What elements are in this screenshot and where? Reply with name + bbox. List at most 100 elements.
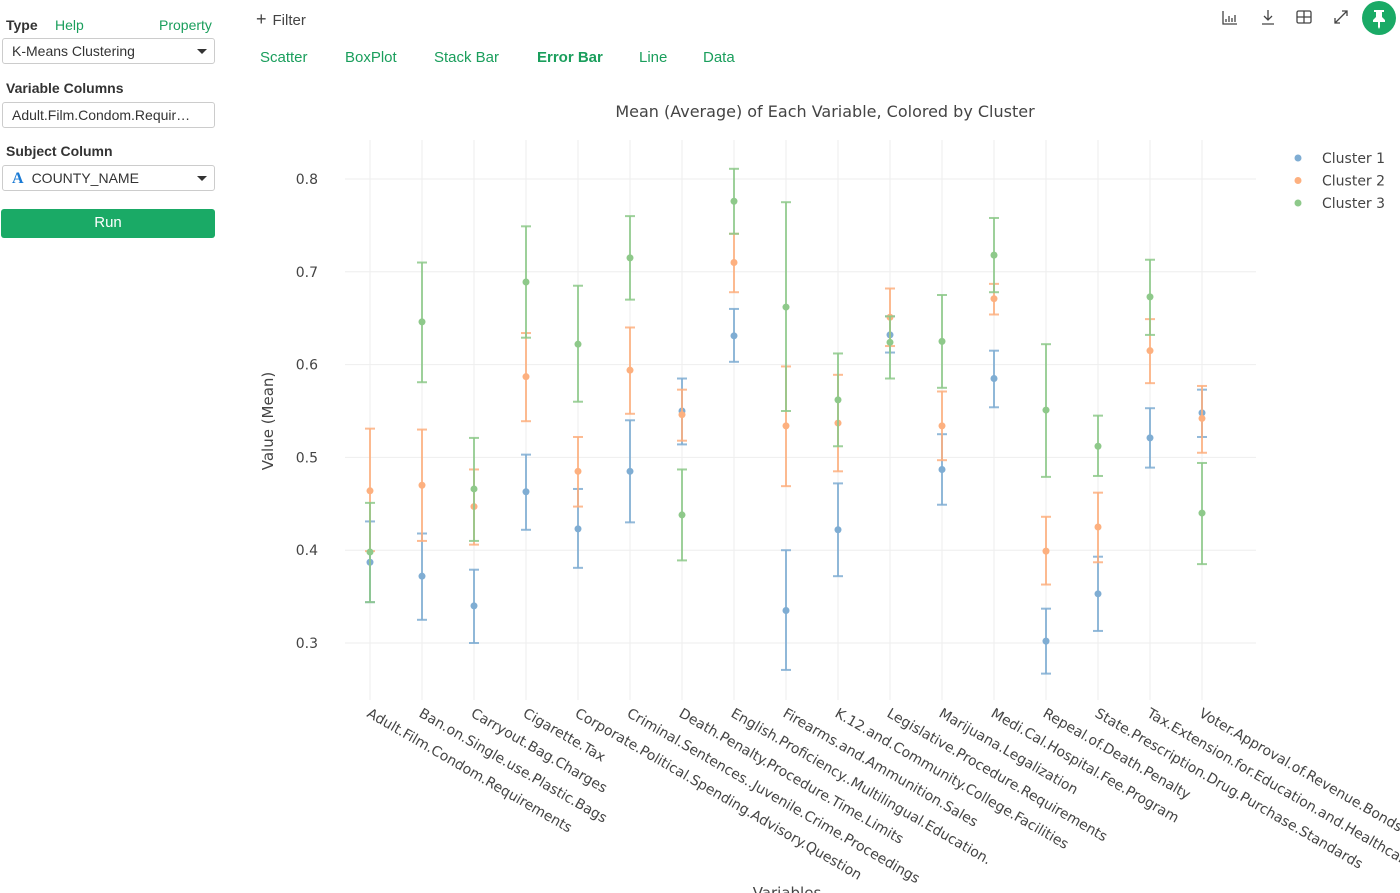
legend-label: Cluster 3 (1322, 196, 1385, 212)
variable-columns-label: Variable Columns (6, 80, 124, 96)
mean-point (574, 340, 582, 348)
type-label: Type (6, 17, 38, 33)
x-tick-label: Carryout.Bag.Charges (468, 706, 610, 797)
x-tick-label: Adult.Film.Condom.Requirements (364, 706, 575, 837)
subject-column-value: COUNTY_NAME (31, 170, 139, 186)
download-icon[interactable] (1257, 8, 1279, 30)
tab-scatter[interactable]: Scatter (260, 49, 308, 66)
legend-marker (1294, 199, 1302, 207)
mean-point (730, 197, 738, 205)
mean-point (1198, 509, 1206, 517)
variable-columns-value: Adult.Film.Condom.Requir… (12, 107, 191, 123)
x-tick-label: Repeal.of.Death.Penalty (1040, 706, 1193, 804)
mean-point (522, 488, 530, 496)
mean-point (730, 259, 738, 267)
x-tick-label: Medi.Cal.Hospital.Fee.Program (988, 706, 1182, 827)
x-tick-label: Death.Penalty.Procedure.Time.Limits (676, 706, 906, 848)
x-tick-label: Firearms.and.Ammunition.Sales (780, 706, 980, 831)
type-value: K-Means Clustering (12, 43, 135, 59)
y-tick-label: 0.8 (296, 172, 318, 188)
mean-point (1146, 434, 1154, 442)
mean-point (626, 467, 634, 475)
mean-point (418, 481, 426, 489)
legend-label: Cluster 1 (1322, 151, 1385, 167)
mean-point (522, 278, 530, 286)
pin-button[interactable] (1362, 1, 1396, 35)
subject-column-label: Subject Column (6, 143, 113, 159)
mean-point (470, 503, 478, 511)
mean-point (834, 419, 842, 427)
mean-point (626, 254, 634, 262)
filter-button[interactable]: + Filter (256, 9, 306, 30)
mean-point (1094, 523, 1102, 531)
mean-point (418, 572, 426, 580)
mean-point (886, 338, 894, 346)
y-tick-label: 0.7 (296, 265, 318, 281)
x-axis-title: Variables (753, 884, 822, 893)
property-link[interactable]: Property (159, 17, 212, 33)
y-tick-label: 0.4 (296, 543, 318, 559)
mean-point (938, 465, 946, 473)
x-tick-label: Marijuana.Legalization (936, 706, 1081, 799)
mean-point (938, 337, 946, 345)
tab-stack-bar[interactable]: Stack Bar (434, 49, 500, 66)
mean-point (366, 487, 374, 495)
legend-marker (1294, 177, 1302, 184)
mean-point (678, 511, 686, 519)
legend-label: Cluster 2 (1322, 174, 1385, 190)
mean-point (1042, 406, 1050, 414)
bar-chart-icon[interactable] (1219, 8, 1241, 30)
mean-point (782, 607, 790, 615)
tab-boxplot[interactable]: BoxPlot (345, 49, 397, 66)
tab-line[interactable]: Line (639, 49, 668, 66)
chart-title: Mean (Average) of Each Variable, Colored… (615, 102, 1035, 121)
x-tick-label: Corporate.Political.Spending.Advisory.Qu… (572, 706, 864, 884)
mean-point (470, 485, 478, 493)
mean-point (1198, 409, 1206, 417)
variable-columns-input[interactable]: Adult.Film.Condom.Requir… (2, 102, 215, 128)
run-button[interactable]: Run (1, 209, 215, 238)
mean-point (366, 558, 374, 566)
mean-point (1198, 414, 1206, 422)
filter-label: Filter (272, 12, 306, 29)
mean-point (1146, 347, 1154, 355)
mean-point (990, 375, 998, 383)
mean-point (1042, 637, 1050, 645)
y-tick-label: 0.3 (296, 636, 318, 652)
mean-point (886, 331, 894, 339)
chevron-down-icon (197, 176, 207, 181)
mean-point (782, 303, 790, 311)
expand-icon[interactable] (1330, 8, 1352, 30)
tab-error-bar[interactable]: Error Bar (537, 49, 603, 66)
mean-point (730, 332, 738, 340)
x-tick-label: Criminal.Sentences..Juvenile.Crime.Proce… (624, 706, 922, 888)
mean-point (886, 313, 894, 321)
table-icon[interactable] (1293, 8, 1315, 30)
y-axis-title: Value (Mean) (259, 372, 277, 471)
tab-data[interactable]: Data (703, 49, 735, 66)
mean-point (678, 407, 686, 415)
mean-point (990, 251, 998, 259)
mean-point (366, 548, 374, 556)
type-select[interactable]: K-Means Clustering (2, 38, 215, 64)
mean-point (1042, 547, 1050, 555)
mean-point (418, 318, 426, 326)
mean-point (574, 467, 582, 475)
mean-point (990, 295, 998, 303)
subject-column-select[interactable]: A COUNTY_NAME (2, 165, 215, 191)
mean-point (574, 525, 582, 533)
text-type-icon: A (12, 170, 24, 187)
x-tick-label: State.Prescription.Drug.Purchase.Standar… (1092, 706, 1365, 873)
mean-point (678, 411, 686, 419)
mean-point (1146, 293, 1154, 301)
legend-marker (1294, 154, 1302, 162)
mean-point (470, 602, 478, 610)
mean-point (1094, 442, 1102, 450)
x-tick-label: K.12.and.Community.College.Facilities (832, 706, 1071, 853)
mean-point (834, 526, 842, 534)
x-tick-label: Legislative.Procedure.Requirements (884, 706, 1110, 846)
x-tick-label: Voter.Approval.of.Revenue.Bonds (1196, 706, 1400, 836)
help-link[interactable]: Help (55, 17, 84, 33)
pin-icon (1373, 10, 1385, 29)
